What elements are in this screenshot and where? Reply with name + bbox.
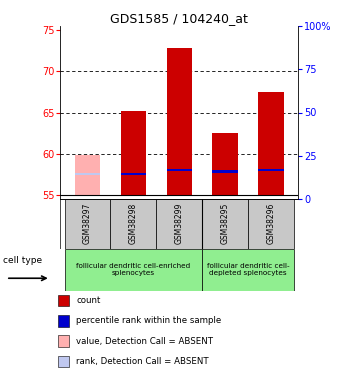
Bar bbox=[258, 92, 284, 195]
Text: rank, Detection Call = ABSENT: rank, Detection Call = ABSENT bbox=[76, 357, 209, 366]
Text: percentile rank within the sample: percentile rank within the sample bbox=[76, 316, 222, 326]
Bar bbox=[58, 356, 69, 367]
Bar bbox=[75, 173, 100, 175]
Text: GSM38298: GSM38298 bbox=[129, 202, 138, 244]
Bar bbox=[58, 295, 69, 306]
Text: GSM38296: GSM38296 bbox=[267, 202, 275, 244]
Bar bbox=[212, 133, 238, 195]
Bar bbox=[121, 111, 146, 195]
Bar bbox=[58, 315, 69, 327]
Bar bbox=[202, 199, 248, 249]
Text: cell type: cell type bbox=[3, 256, 43, 265]
Bar bbox=[58, 335, 69, 346]
Text: follicular dendritic cell-enriched
splenocytes: follicular dendritic cell-enriched splen… bbox=[76, 264, 190, 276]
Bar bbox=[248, 199, 294, 249]
Bar bbox=[64, 249, 202, 291]
Bar bbox=[212, 171, 238, 173]
Bar bbox=[202, 249, 294, 291]
Text: follicular dendritic cell-
depleted splenocytes: follicular dendritic cell- depleted sple… bbox=[207, 264, 289, 276]
Text: count: count bbox=[76, 296, 101, 305]
Bar bbox=[75, 155, 100, 195]
Text: GSM38297: GSM38297 bbox=[83, 202, 92, 244]
Bar bbox=[110, 199, 156, 249]
Bar bbox=[64, 199, 110, 249]
Text: GSM38299: GSM38299 bbox=[175, 202, 184, 244]
Bar bbox=[121, 173, 146, 175]
Bar bbox=[258, 169, 284, 171]
Bar bbox=[167, 48, 192, 195]
Bar bbox=[156, 199, 202, 249]
Text: value, Detection Call = ABSENT: value, Detection Call = ABSENT bbox=[76, 336, 213, 345]
Text: GSM38295: GSM38295 bbox=[221, 202, 229, 244]
Title: GDS1585 / 104240_at: GDS1585 / 104240_at bbox=[110, 12, 248, 25]
Bar bbox=[167, 169, 192, 171]
